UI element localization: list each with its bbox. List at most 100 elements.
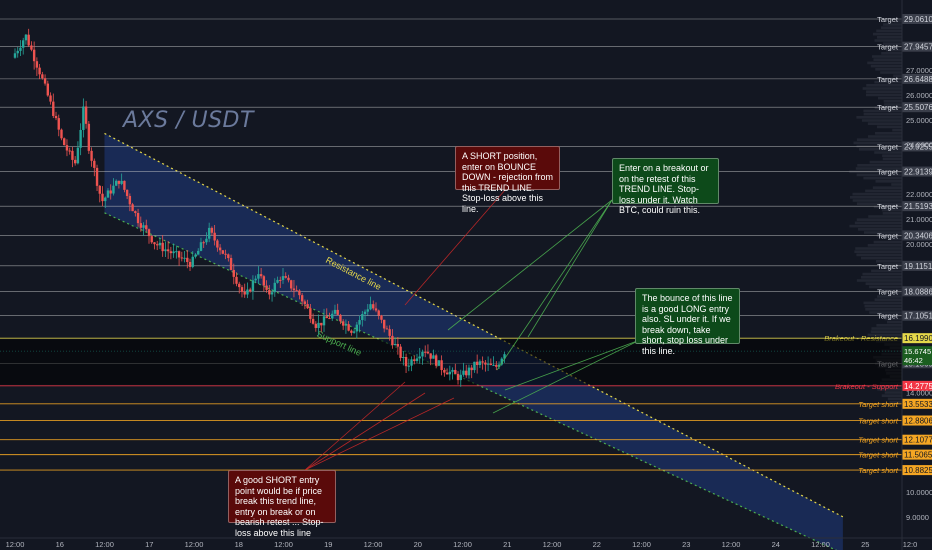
level-name: Target [877, 103, 899, 112]
candle-body [218, 247, 222, 251]
volume-profile-bar [885, 48, 902, 52]
volume-profile-bar [857, 164, 902, 167]
candle-body [24, 34, 28, 41]
candle-body [475, 361, 479, 365]
candle-body [393, 343, 397, 345]
candle-body [328, 318, 331, 320]
candle-body [123, 180, 126, 190]
volume-profile-bar [856, 173, 902, 177]
volume-profile-bar [873, 205, 902, 209]
candle-body [166, 249, 170, 252]
volume-profile-bar [873, 58, 902, 61]
note-connector [304, 397, 455, 471]
candle-body [481, 361, 484, 363]
candle-body [19, 47, 22, 51]
note-connector [304, 381, 406, 471]
candle-body [372, 304, 375, 309]
y-tick-label: 21.0000 [906, 215, 932, 224]
volume-profile-bar [864, 304, 902, 308]
volume-profile-bar [867, 61, 902, 65]
volume-profile-bar [866, 93, 902, 97]
note-short-breakdown: A good SHORT entry point would be if pri… [228, 470, 336, 538]
x-tick-label: 12:00 [453, 540, 472, 549]
volume-profile-bar [871, 269, 902, 273]
candle-body [131, 204, 134, 212]
candle-body [434, 355, 438, 366]
volume-profile-bar [873, 240, 902, 244]
x-tick-label: 16 [56, 540, 64, 549]
candle-body [287, 277, 290, 281]
price-tag-box [902, 73, 932, 84]
candle-body [142, 225, 145, 228]
volume-profile-bar [872, 32, 902, 36]
candle-body [90, 150, 93, 161]
volume-profile-bar [856, 138, 902, 141]
volume-profile-bar [849, 196, 902, 199]
volume-profile-bar [894, 20, 902, 23]
x-tick-label: 25 [861, 540, 869, 549]
candle-body [429, 353, 432, 359]
volume-profile-bar [877, 388, 902, 391]
breakout-band [0, 339, 902, 385]
volume-profile-bar [884, 317, 902, 321]
candle-body [363, 311, 367, 315]
volume-profile-bar [890, 237, 902, 241]
candle-body [106, 190, 110, 198]
volume-profile-bar [862, 272, 902, 276]
candle-body [382, 319, 386, 329]
candle-body [333, 309, 337, 314]
volume-profile-bar [883, 100, 902, 103]
candle-body [486, 363, 490, 365]
candle-body [295, 290, 298, 292]
candle-body [32, 49, 36, 62]
candle-body [374, 308, 378, 311]
volume-profile-bar [856, 279, 902, 282]
volume-profile-bar [875, 68, 902, 71]
candles [13, 28, 506, 387]
level-name: Brakeout - Resistance [824, 334, 898, 343]
price-tag-box [902, 201, 932, 212]
price-tag-label: 14.2775 [904, 382, 932, 391]
volume-profile-bar [861, 276, 902, 279]
volume-profile-bar [880, 71, 902, 74]
price-tag-box [902, 415, 932, 426]
candle-body [369, 304, 372, 310]
y-tick-label: 27.0000 [906, 66, 932, 75]
x-tick-label: 12:00 [95, 540, 114, 549]
price-tag-label: 23.9255 [904, 142, 932, 151]
level-name: Target [877, 202, 899, 211]
level-name: Target short [858, 436, 899, 445]
candle-body [489, 363, 493, 365]
candle-body [303, 301, 307, 305]
candle-body [270, 292, 274, 295]
candle-body [426, 351, 430, 354]
candle-body [445, 372, 449, 375]
volume-profile-bar [852, 192, 902, 196]
x-tick-label: 19 [324, 540, 332, 549]
candle-body [248, 289, 252, 292]
candle-body [424, 351, 427, 353]
x-tick-label: 17 [145, 540, 153, 549]
candle-body [309, 308, 312, 319]
candle-body [437, 360, 441, 366]
volume-profile-bar [863, 231, 902, 234]
note-connectors [304, 189, 641, 471]
candle-body [478, 361, 482, 365]
candle-body [63, 138, 66, 146]
candle-body [418, 356, 421, 359]
volume-profile-bar [887, 397, 902, 401]
volume-profile-bar [861, 256, 902, 260]
candle-body [52, 101, 55, 116]
candle-body [484, 362, 487, 365]
y-tick-label: 25.0000 [906, 116, 932, 125]
y-tick-label: 26.0000 [906, 91, 932, 100]
candle-body [197, 250, 200, 255]
candle-body [43, 78, 47, 84]
candle-body [451, 369, 454, 372]
candle-body [68, 150, 71, 152]
x-tick-label: 12:00 [632, 540, 651, 549]
candle-body [402, 356, 405, 358]
x-tick-label: 18 [235, 540, 243, 549]
candle-body [79, 129, 82, 148]
